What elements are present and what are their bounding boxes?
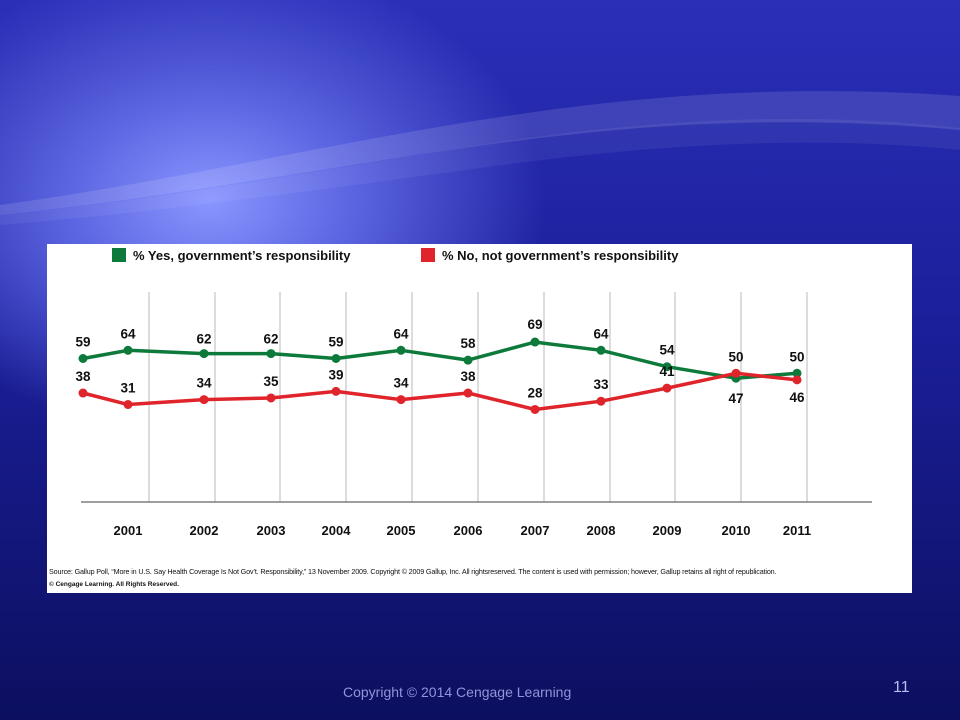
data-label: 31 [120, 381, 136, 396]
data-label: 54 [659, 343, 675, 358]
data-point [530, 404, 540, 414]
slide-number: 11 [893, 679, 910, 696]
legend-swatch-yes [112, 248, 126, 262]
data-point [123, 345, 133, 355]
data-label: 46 [789, 390, 805, 405]
data-label: 58 [460, 336, 476, 351]
data-point [331, 386, 341, 396]
x-tick-label: 2008 [587, 523, 616, 538]
line-chart: % Yes, government’s responsibility % No,… [75, 248, 872, 538]
x-tick-label: 2004 [322, 523, 352, 538]
data-point [530, 337, 540, 347]
data-label: 69 [527, 317, 542, 332]
data-label: 38 [75, 369, 91, 384]
data-label: 62 [263, 332, 278, 347]
data-label: 62 [196, 332, 211, 347]
data-label: 64 [393, 326, 409, 341]
data-point [396, 395, 406, 405]
data-label: 59 [328, 335, 343, 350]
data-point [463, 355, 473, 365]
x-tick-label: 2005 [387, 523, 416, 538]
data-label: 41 [659, 364, 675, 379]
data-label: 34 [393, 376, 409, 391]
data-point [78, 388, 88, 398]
chart-source: Source: Gallup Poll, “More in U.S. Say H… [49, 567, 777, 576]
x-tick-label: 2003 [257, 523, 286, 538]
data-label: 50 [789, 349, 804, 364]
data-label: 28 [527, 385, 543, 400]
data-point [792, 375, 802, 385]
data-label: 38 [460, 369, 476, 384]
data-point [123, 400, 133, 410]
data-label: 39 [328, 367, 343, 382]
chart-credit: © Cengage Learning. All Rights Reserved. [49, 581, 179, 588]
data-label: 59 [75, 335, 90, 350]
legend-label-yes: % Yes, government’s responsibility [133, 248, 351, 263]
data-point [463, 388, 473, 398]
slide-footer: Copyright © 2014 Cengage Learning [343, 684, 572, 700]
x-tick-label: 2010 [722, 523, 751, 538]
data-point [792, 368, 802, 378]
series-line-no [82, 371, 798, 412]
data-point [662, 383, 672, 393]
x-tick-label: 2006 [454, 523, 483, 538]
data-point [596, 396, 606, 406]
data-point [199, 395, 209, 405]
data-point [266, 393, 276, 403]
data-point [662, 362, 672, 372]
data-point [199, 349, 209, 359]
chart-card: % Yes, government’s responsibility % No,… [47, 244, 912, 593]
data-point [78, 354, 88, 363]
legend: % Yes, government’s responsibility % No,… [112, 248, 679, 263]
data-label: 64 [120, 326, 136, 341]
data-label: 35 [263, 374, 279, 389]
data-point [596, 345, 606, 355]
data-point [331, 354, 341, 363]
data-point [396, 345, 406, 355]
x-tick-label: 2011 [783, 523, 811, 538]
data-label: 33 [593, 377, 609, 392]
x-tick-label: 2007 [521, 523, 550, 538]
data-label: 47 [728, 391, 743, 406]
x-tick-label: 2001 [114, 523, 143, 538]
x-tick-label: 2002 [190, 523, 219, 538]
data-label: 34 [196, 376, 212, 391]
data-label: 64 [593, 326, 609, 341]
data-label: 50 [728, 349, 743, 364]
background-swoosh [0, 91, 960, 225]
data-point [731, 368, 741, 378]
series-line-yes [82, 340, 798, 380]
legend-label-no: % No, not government’s responsibility [442, 248, 679, 263]
x-tick-label: 2009 [653, 523, 682, 538]
legend-swatch-no [421, 248, 435, 262]
data-point [266, 349, 276, 359]
